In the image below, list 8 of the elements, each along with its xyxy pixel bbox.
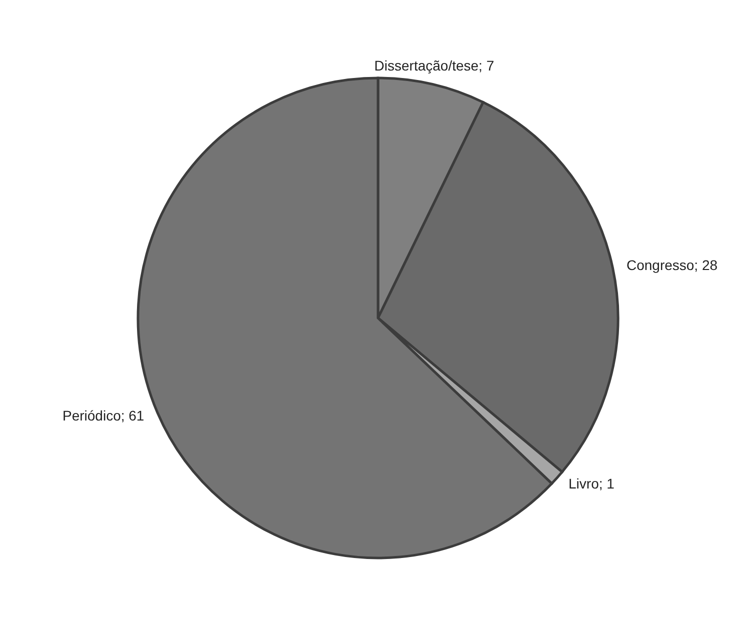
slice-label: Livro xyxy=(568,475,600,492)
slice-label: Dissertação/tese xyxy=(374,57,479,74)
slice-label: Congresso xyxy=(626,256,694,273)
data-label: ; 61 xyxy=(120,407,144,424)
data-label: ; 7 xyxy=(478,57,494,74)
data-label: ; 1 xyxy=(598,475,615,492)
slice-label: Periódico xyxy=(62,407,122,424)
data-label: ; 28 xyxy=(694,256,718,273)
